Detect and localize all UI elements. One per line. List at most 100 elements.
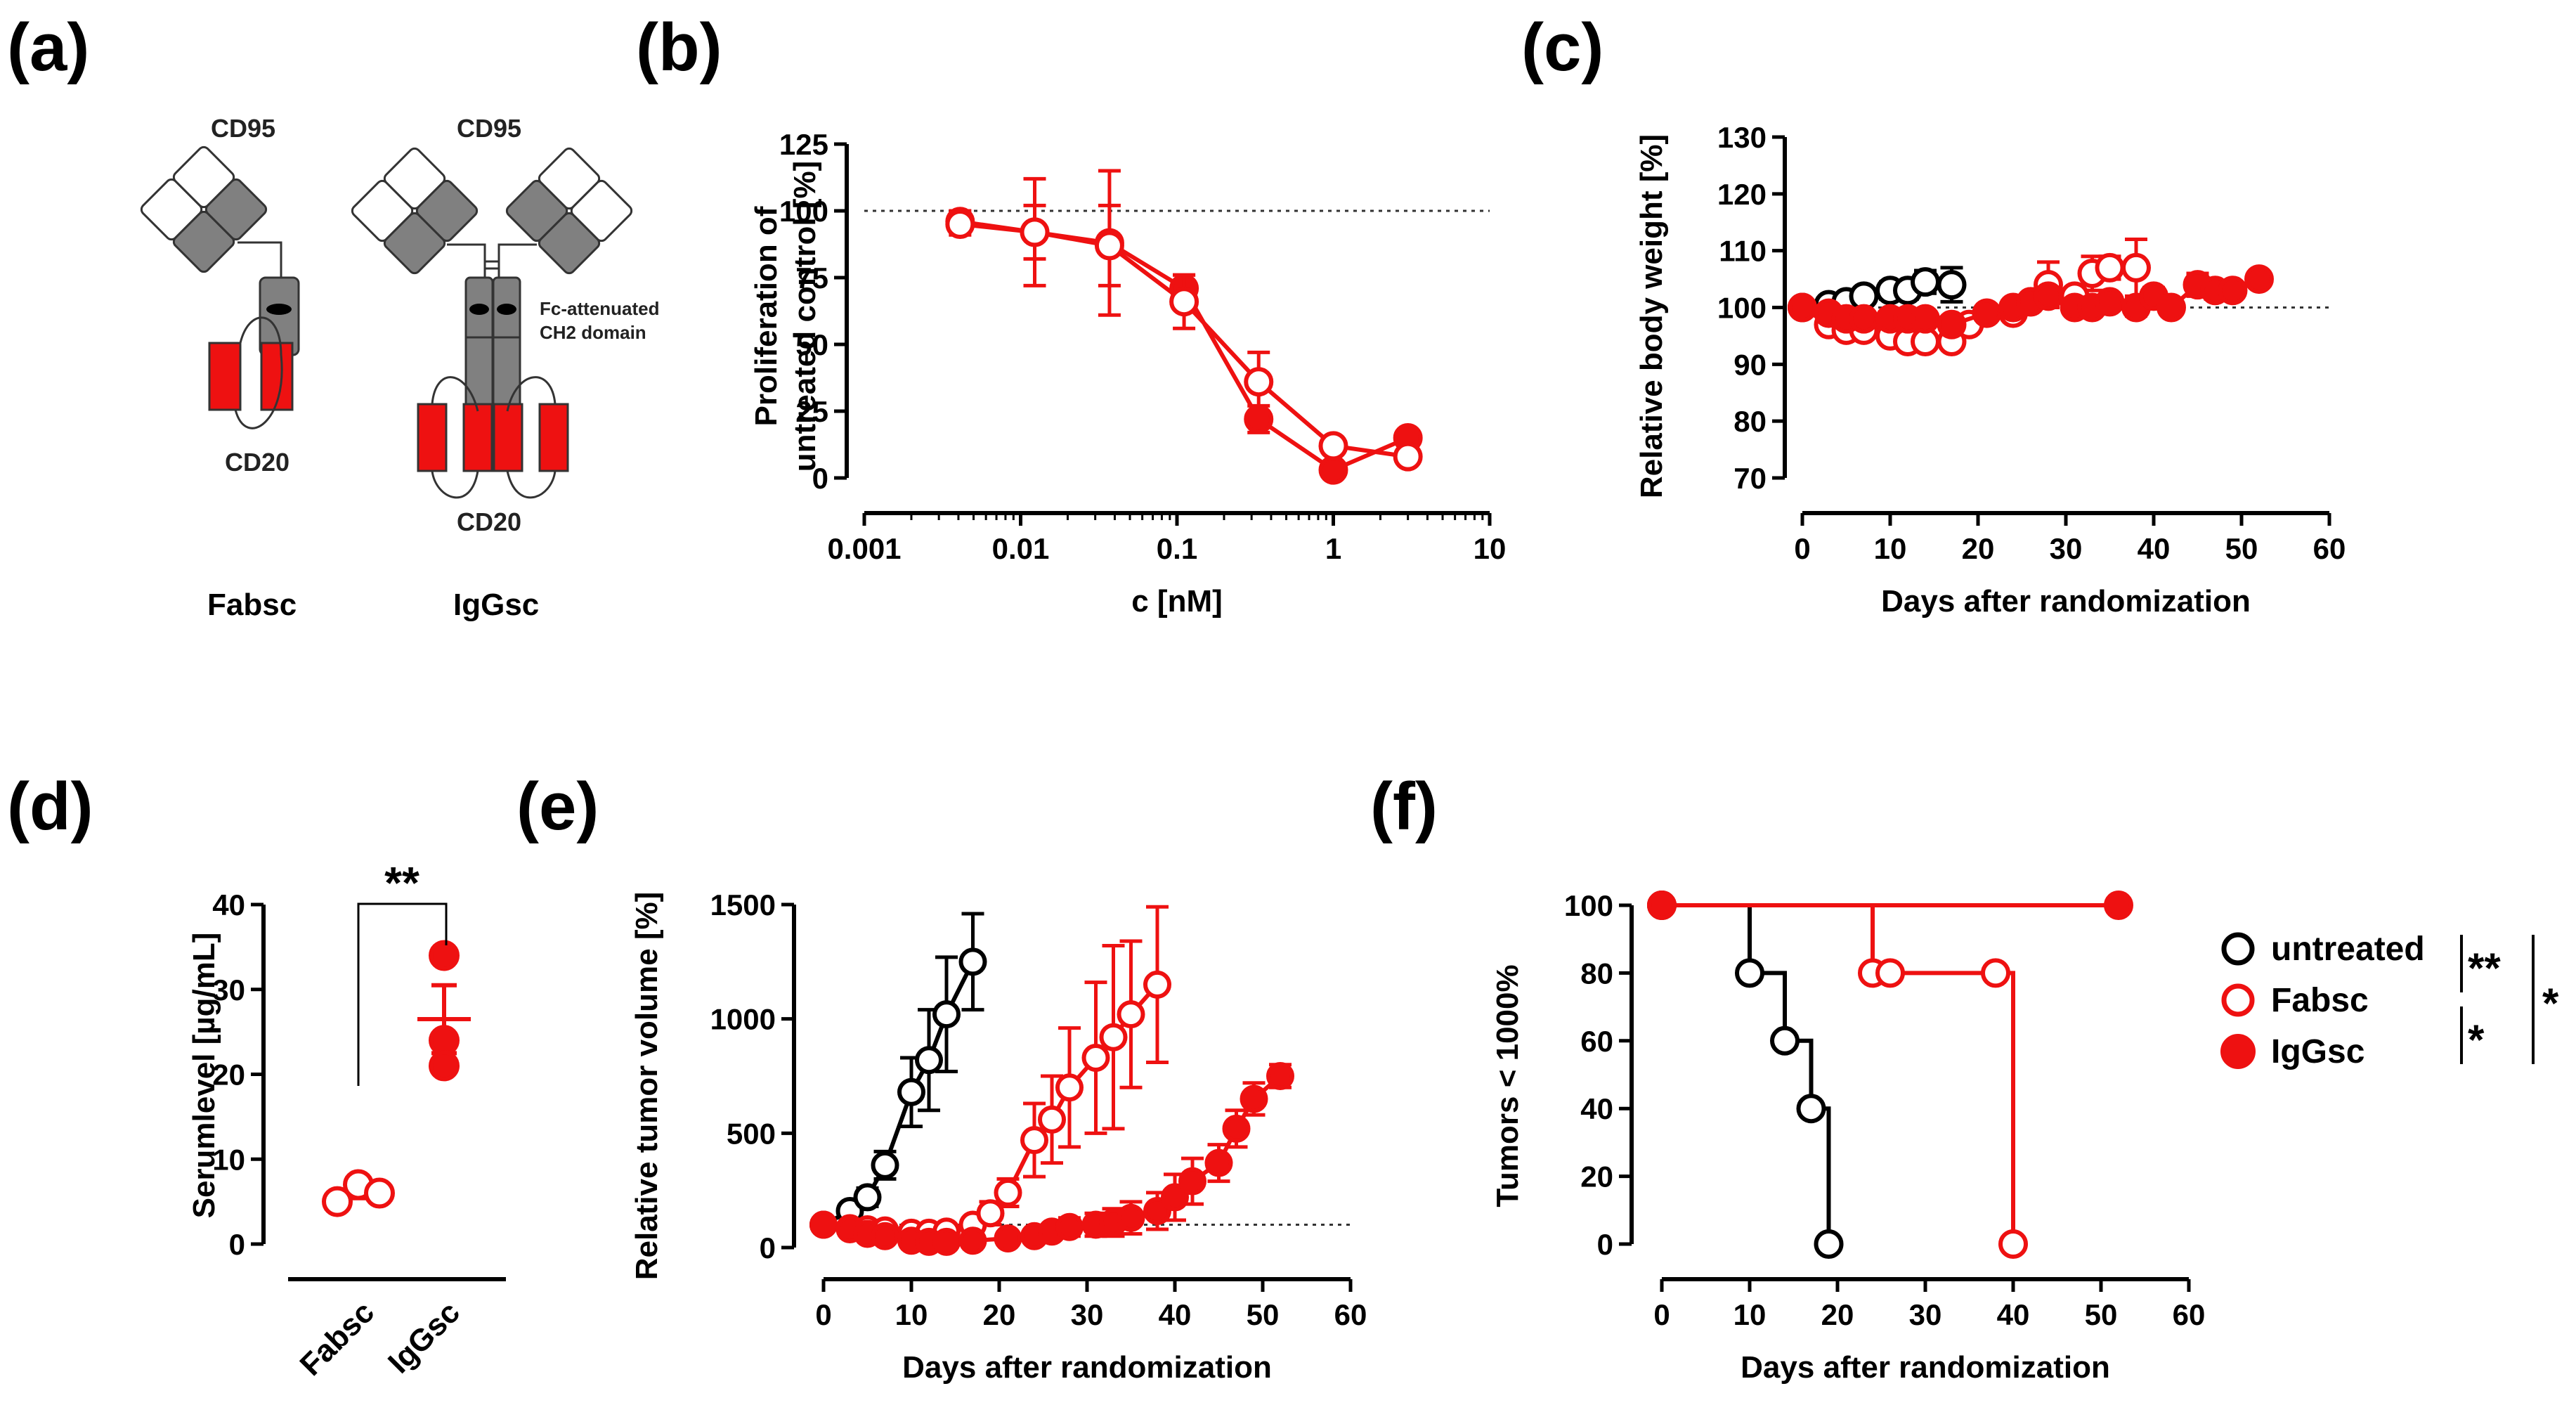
panel-c-label: (c) bbox=[1521, 10, 1604, 85]
panel-e-series-iggsc-point bbox=[1240, 1084, 1268, 1113]
panel-e-series-fabsc-point bbox=[994, 1178, 1022, 1207]
panel-b-x-tick-label: 0.1 bbox=[1157, 532, 1197, 565]
panel-e-series-fabsc-point bbox=[1117, 1000, 1145, 1029]
panel-c-series-iggsc bbox=[1788, 264, 2274, 339]
panel-f-series-untreated-point bbox=[1814, 1229, 1844, 1259]
panel-e-series-iggsc-point bbox=[1266, 1062, 1294, 1090]
panel-f-series-iggsc bbox=[1647, 891, 2133, 920]
panel-d-y-tick-label: 0 bbox=[229, 1228, 245, 1261]
panel-f-label: (f) bbox=[1370, 769, 1438, 844]
panel-e-x-tick-label: 0 bbox=[815, 1298, 831, 1331]
panel-f-x-tick-label: 10 bbox=[1733, 1298, 1767, 1331]
legend-iggsc-marker bbox=[2220, 1034, 2256, 1069]
panel-b-series-fabsc-point bbox=[1094, 231, 1124, 261]
panel-d-label: (d) bbox=[7, 769, 93, 844]
iggsc-cd95-domain-right bbox=[505, 147, 633, 275]
panel-f-series-untreated-point bbox=[1735, 958, 1764, 988]
fabsc-cd95-domain bbox=[140, 145, 268, 273]
panel-e-series-fabsc-point bbox=[976, 1199, 1005, 1228]
panel-c-y-tick-label: 80 bbox=[1733, 405, 1767, 438]
iggsc-cd20-domain-3 bbox=[493, 403, 523, 472]
panel-d-series-fabsc-point bbox=[322, 1186, 353, 1217]
panel-b-series-fabsc-point bbox=[1318, 431, 1348, 461]
panel-f-x-tick-label: 0 bbox=[1653, 1298, 1670, 1331]
panel-f-y-tick-label: 20 bbox=[1580, 1160, 1613, 1193]
panel-c-x-tick-label: 50 bbox=[2225, 532, 2258, 565]
fabsc-cd95-label: CD95 bbox=[211, 114, 275, 143]
panel-b-series-fabsc-point bbox=[1169, 287, 1199, 317]
panel-c-series-fabsc-point bbox=[2095, 252, 2125, 283]
panel-f-series-iggsc-point bbox=[2104, 891, 2133, 920]
panel-c-x-label: Days after randomization bbox=[1881, 584, 2251, 619]
legend-sig-upper: ** bbox=[2468, 945, 2501, 992]
iggsc-cd20-domain-2 bbox=[462, 403, 493, 472]
panel-d-stars: ** bbox=[384, 857, 419, 908]
panel-e-y-tick-label: 1500 bbox=[710, 888, 776, 921]
panel-e-x-tick-label: 50 bbox=[1247, 1298, 1280, 1331]
panel-e-series-untreated-point bbox=[932, 1000, 961, 1029]
panel-e-x-tick-label: 30 bbox=[1071, 1298, 1104, 1331]
panel-e-series-untreated-point bbox=[853, 1183, 882, 1212]
panel-d-significance: ** bbox=[357, 857, 448, 1086]
panel-e-series-fabsc-point bbox=[1055, 1073, 1084, 1102]
panel-c-y-tick-label: 130 bbox=[1717, 121, 1767, 154]
panel-e-series-fabsc-point bbox=[1038, 1105, 1066, 1134]
panel-e-series-iggsc-point bbox=[1055, 1212, 1084, 1241]
panel-b-x-label: c [nM] bbox=[1131, 584, 1223, 619]
panel-e-series-iggsc-point bbox=[809, 1210, 838, 1239]
fabsc-cd20-domain-right bbox=[260, 342, 294, 411]
panel-c-series-iggsc-point bbox=[2244, 264, 2274, 294]
panel-c-y-tick-label: 70 bbox=[1733, 462, 1767, 495]
panel-c-series-iggsc-point bbox=[1849, 304, 1879, 334]
panel-f-series-iggsc-point bbox=[1647, 891, 1677, 920]
panel-e-series-iggsc-point bbox=[994, 1224, 1022, 1252]
panel-c-series-fabsc-point bbox=[2121, 252, 2151, 283]
panel-e-series-untreated-point bbox=[915, 1046, 943, 1075]
panel-c-series-iggsc-point bbox=[1788, 292, 1817, 323]
panel-b-chart: 0 25 50 75 100 125 0.001 0.01 0.1 1 10 c [nM] Prolif… bbox=[749, 128, 1506, 619]
panel-e-x-tick-label: 10 bbox=[895, 1298, 928, 1331]
panel-e-x-tick-label: 60 bbox=[1334, 1298, 1367, 1331]
legend-untreated-label: untreated bbox=[2271, 931, 2425, 968]
legend-fabsc-label: Fabsc bbox=[2271, 982, 2369, 1019]
panel-e-series-iggsc-point bbox=[932, 1227, 961, 1256]
panel-f-x-tick-label: 20 bbox=[1821, 1298, 1854, 1331]
panel-d-y-tick-label: 20 bbox=[212, 1058, 245, 1092]
panel-b-x-tick-label: 10 bbox=[1474, 532, 1507, 565]
panel-c-y-tick-label: 120 bbox=[1717, 178, 1767, 211]
panel-e-series-iggsc-point bbox=[1161, 1183, 1189, 1212]
panel-f-x-label: Days after randomization bbox=[1741, 1350, 2110, 1385]
panel-e-series-fabsc-point bbox=[1143, 970, 1171, 999]
legend-sig-outer: * bbox=[2542, 980, 2559, 1027]
panel-b-x-tick-label: 0.001 bbox=[827, 532, 901, 565]
panel-e-series-iggsc-point bbox=[958, 1226, 987, 1255]
iggsc-cd95-label: CD95 bbox=[457, 114, 521, 143]
panel-e-x-tick-label: 20 bbox=[983, 1298, 1016, 1331]
fc-annotation-line1: Fc-attenuated bbox=[540, 298, 659, 319]
panel-c-chart: 70 80 90 100 110 120 130 0 10 20 30 40 50 60 Days afte… bbox=[1634, 121, 2346, 619]
panel-c-y-label: Relative body weight [%] bbox=[1634, 134, 1669, 498]
panel-c-series-untreated-point bbox=[1937, 270, 1967, 300]
panel-d-category-label: Fabsc bbox=[293, 1295, 381, 1383]
legend-sig-lower: * bbox=[2468, 1016, 2485, 1063]
panel-e-series-untreated-point bbox=[958, 947, 987, 976]
panel-d-series-iggsc-mean-error bbox=[417, 983, 471, 1056]
panel-f-series-fabsc bbox=[1647, 891, 2028, 1259]
legend-untreated-marker bbox=[2221, 932, 2255, 966]
panel-c-x-tick-label: 0 bbox=[1794, 532, 1810, 565]
panel-e-y-label: Relative tumor volume [%] bbox=[630, 892, 664, 1281]
panel-f-series-fabsc-line bbox=[1662, 903, 2015, 1244]
panel-f-y-tick-label: 40 bbox=[1580, 1092, 1613, 1125]
panel-e-series-fabsc-point bbox=[1081, 1043, 1110, 1072]
panel-e-series-iggsc-point bbox=[1222, 1114, 1251, 1143]
legend-iggsc-label: IgGsc bbox=[2271, 1033, 2364, 1070]
iggsc-cd20-domain-4 bbox=[538, 403, 569, 472]
panel-f-series-fabsc-point bbox=[1981, 958, 2010, 988]
panel-c-series-iggsc-point bbox=[1911, 304, 1940, 334]
panel-c-series-iggsc-point bbox=[1937, 309, 1967, 339]
fc-annotation-line2: CH2 domain bbox=[540, 322, 646, 343]
panel-b-x-tick-label: 1 bbox=[1325, 532, 1341, 565]
panel-c-x-tick-label: 40 bbox=[2138, 532, 2171, 565]
panel-d-series-fabsc-point bbox=[364, 1177, 395, 1209]
